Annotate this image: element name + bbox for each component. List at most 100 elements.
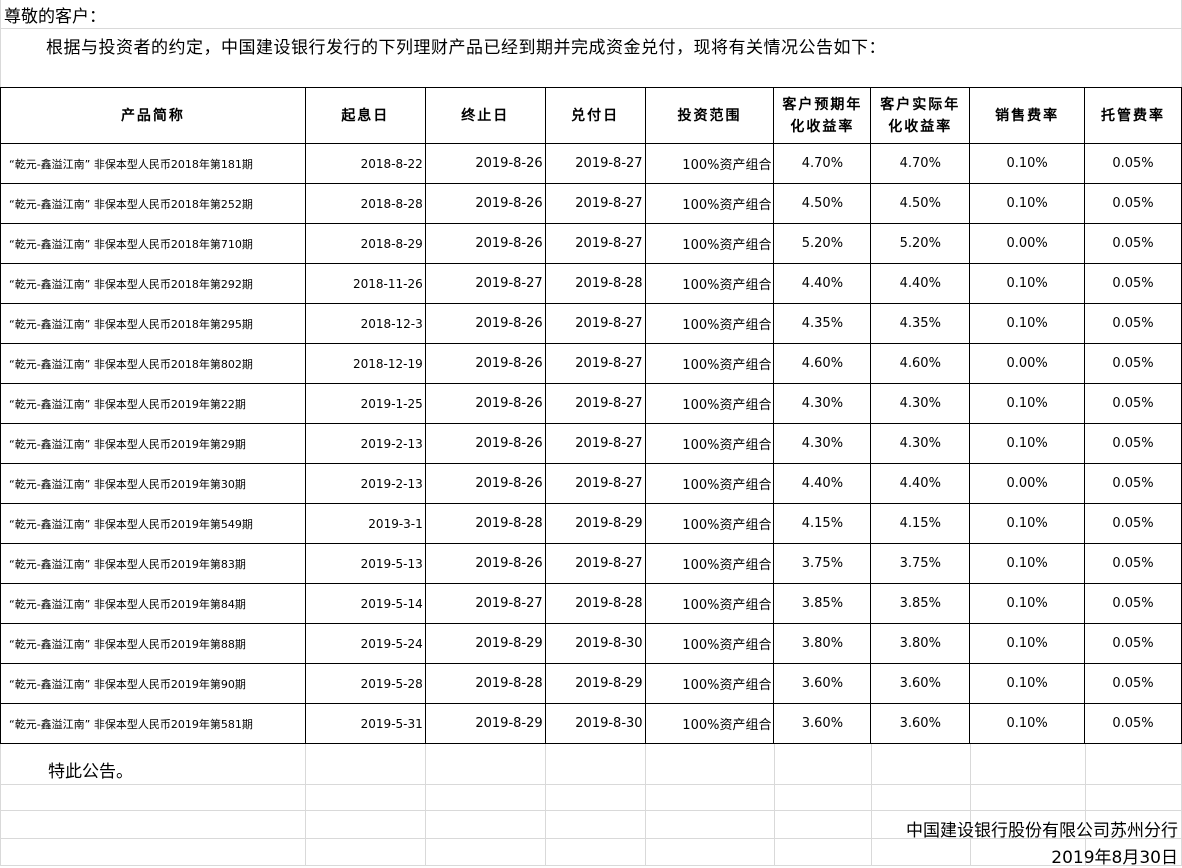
cell-expected-yield: 5.20% bbox=[773, 223, 872, 264]
cell-sales-fee: 0.10% bbox=[969, 663, 1086, 704]
cell-expected-yield: 3.80% bbox=[773, 623, 872, 664]
cell-sales-fee: 0.00% bbox=[969, 223, 1086, 264]
cell-sales-fee: 0.10% bbox=[969, 583, 1086, 624]
cell-payment-date: 2019-8-30 bbox=[544, 703, 646, 744]
header-actual-yield: 客户实际年化收益率 bbox=[870, 87, 971, 144]
cell-actual-yield: 3.60% bbox=[870, 703, 971, 744]
cell-custody-fee: 0.05% bbox=[1084, 263, 1182, 304]
cell-custody-fee: 0.05% bbox=[1084, 303, 1182, 344]
table-row: “乾元-鑫溢江南” 非保本型人民币2019年第90期 2019-5-28 2019-… bbox=[0, 663, 1182, 704]
cell-sales-fee: 0.10% bbox=[969, 183, 1086, 224]
cell-investment-scope: 100%资产组合 bbox=[644, 143, 775, 184]
cell-product-name: “乾元-鑫溢江南” 非保本型人民币2019年第84期 bbox=[0, 583, 306, 624]
cell-end-date: 2019-8-26 bbox=[424, 183, 546, 224]
cell-custody-fee: 0.05% bbox=[1084, 183, 1182, 224]
cell-product-name: “乾元-鑫溢江南” 非保本型人民币2018年第292期 bbox=[0, 263, 306, 304]
cell-investment-scope: 100%资产组合 bbox=[644, 383, 775, 424]
header-payment-date: 兑付日 bbox=[544, 87, 646, 144]
cell-sales-fee: 0.10% bbox=[969, 383, 1086, 424]
table-row: “乾元-鑫溢江南” 非保本型人民币2019年第88期 2019-5-24 2019-… bbox=[0, 623, 1182, 664]
cell-start-date: 2019-5-28 bbox=[304, 663, 426, 704]
cell-start-date: 2019-5-13 bbox=[304, 543, 426, 584]
cell-start-date: 2019-5-31 bbox=[304, 703, 426, 744]
table-row: “乾元-鑫溢江南” 非保本型人民币2019年第30期 2019-2-13 2019-… bbox=[0, 463, 1182, 504]
cell-payment-date: 2019-8-27 bbox=[544, 463, 646, 504]
announcement-date: 2019年8月30日 bbox=[1051, 848, 1178, 868]
cell-end-date: 2019-8-26 bbox=[424, 343, 546, 384]
cell-sales-fee: 0.00% bbox=[969, 343, 1086, 384]
cell-expected-yield: 4.35% bbox=[773, 303, 872, 344]
cell-expected-yield: 3.60% bbox=[773, 663, 872, 704]
cell-sales-fee: 0.10% bbox=[969, 263, 1086, 304]
header-sales-fee: 销售费率 bbox=[969, 87, 1086, 144]
cell-end-date: 2019-8-29 bbox=[424, 703, 546, 744]
cell-start-date: 2018-12-3 bbox=[304, 303, 426, 344]
cell-expected-yield: 4.50% bbox=[773, 183, 872, 224]
cell-end-date: 2019-8-26 bbox=[424, 463, 546, 504]
cell-start-date: 2018-8-29 bbox=[304, 223, 426, 264]
cell-end-date: 2019-8-26 bbox=[424, 383, 546, 424]
cell-custody-fee: 0.05% bbox=[1084, 383, 1182, 424]
cell-expected-yield: 4.15% bbox=[773, 503, 872, 544]
cell-product-name: “乾元-鑫溢江南” 非保本型人民币2019年第30期 bbox=[0, 463, 306, 504]
cell-investment-scope: 100%资产组合 bbox=[644, 423, 775, 464]
cell-sales-fee: 0.10% bbox=[969, 623, 1086, 664]
table-row: “乾元-鑫溢江南” 非保本型人民币2018年第252期 2018-8-28 2019… bbox=[0, 183, 1182, 224]
cell-expected-yield: 4.70% bbox=[773, 143, 872, 184]
cell-expected-yield: 3.60% bbox=[773, 703, 872, 744]
table-row: “乾元-鑫溢江南” 非保本型人民币2019年第581期 2019-5-31 2019… bbox=[0, 703, 1182, 744]
cell-end-date: 2019-8-26 bbox=[424, 143, 546, 184]
cell-actual-yield: 4.30% bbox=[870, 383, 971, 424]
cell-start-date: 2019-5-24 bbox=[304, 623, 426, 664]
cell-payment-date: 2019-8-28 bbox=[544, 583, 646, 624]
cell-product-name: “乾元-鑫溢江南” 非保本型人民币2019年第83期 bbox=[0, 543, 306, 584]
cell-actual-yield: 4.30% bbox=[870, 423, 971, 464]
cell-payment-date: 2019-8-28 bbox=[544, 263, 646, 304]
cell-investment-scope: 100%资产组合 bbox=[644, 503, 775, 544]
cell-expected-yield: 3.75% bbox=[773, 543, 872, 584]
cell-start-date: 2019-2-13 bbox=[304, 423, 426, 464]
table-row: “乾元-鑫溢江南” 非保本型人民币2018年第710期 2018-8-29 2019… bbox=[0, 223, 1182, 264]
cell-expected-yield: 4.40% bbox=[773, 463, 872, 504]
cell-product-name: “乾元-鑫溢江南” 非保本型人民币2019年第29期 bbox=[0, 423, 306, 464]
cell-investment-scope: 100%资产组合 bbox=[644, 623, 775, 664]
cell-actual-yield: 4.15% bbox=[870, 503, 971, 544]
bank-name: 中国建设银行股份有限公司苏州分行 bbox=[906, 821, 1178, 841]
table-row: “乾元-鑫溢江南” 非保本型人民币2018年第802期 2018-12-19 201… bbox=[0, 343, 1182, 384]
cell-expected-yield: 4.30% bbox=[773, 383, 872, 424]
cell-product-name: “乾元-鑫溢江南” 非保本型人民币2019年第88期 bbox=[0, 623, 306, 664]
cell-start-date: 2018-12-19 bbox=[304, 343, 426, 384]
cell-investment-scope: 100%资产组合 bbox=[644, 343, 775, 384]
cell-expected-yield: 4.30% bbox=[773, 423, 872, 464]
cell-custody-fee: 0.05% bbox=[1084, 423, 1182, 464]
cell-payment-date: 2019-8-27 bbox=[544, 383, 646, 424]
cell-start-date: 2019-1-25 bbox=[304, 383, 426, 424]
cell-product-name: “乾元-鑫溢江南” 非保本型人民币2018年第252期 bbox=[0, 183, 306, 224]
table-row: “乾元-鑫溢江南” 非保本型人民币2019年第549期 2019-3-1 2019-… bbox=[0, 503, 1182, 544]
products-table: 产品简称 起息日 终止日 兑付日 投资范围 客户预期年化收益率 客户实际年化收益率 销售费率托… bbox=[0, 87, 1182, 744]
cell-end-date: 2019-8-27 bbox=[424, 263, 546, 304]
cell-actual-yield: 4.70% bbox=[870, 143, 971, 184]
cell-investment-scope: 100%资产组合 bbox=[644, 303, 775, 344]
cell-start-date: 2019-2-13 bbox=[304, 463, 426, 504]
cell-investment-scope: 100%资产组合 bbox=[644, 543, 775, 584]
cell-custody-fee: 0.05% bbox=[1084, 583, 1182, 624]
table-row: “乾元-鑫溢江南” 非保本型人民币2019年第83期 2019-5-13 2019-… bbox=[0, 543, 1182, 584]
cell-product-name: “乾元-鑫溢江南” 非保本型人民币2018年第295期 bbox=[0, 303, 306, 344]
table-row: “乾元-鑫溢江南” 非保本型人民币2018年第292期 2018-11-26 201… bbox=[0, 263, 1182, 304]
header-custody-fee: 托管费率 bbox=[1084, 87, 1182, 144]
cell-actual-yield: 5.20% bbox=[870, 223, 971, 264]
cell-custody-fee: 0.05% bbox=[1084, 703, 1182, 744]
cell-sales-fee: 0.10% bbox=[969, 703, 1086, 744]
cell-actual-yield: 4.40% bbox=[870, 463, 971, 504]
cell-end-date: 2019-8-26 bbox=[424, 543, 546, 584]
cell-expected-yield: 4.60% bbox=[773, 343, 872, 384]
cell-custody-fee: 0.05% bbox=[1084, 463, 1182, 504]
header-product-name: 产品简称 bbox=[0, 87, 306, 144]
cell-custody-fee: 0.05% bbox=[1084, 503, 1182, 544]
cell-payment-date: 2019-8-27 bbox=[544, 303, 646, 344]
header-investment-scope: 投资范围 bbox=[644, 87, 775, 144]
cell-custody-fee: 0.05% bbox=[1084, 663, 1182, 704]
table-row: “乾元-鑫溢江南” 非保本型人民币2018年第295期 2018-12-3 2019… bbox=[0, 303, 1182, 344]
cell-product-name: “乾元-鑫溢江南” 非保本型人民币2018年第710期 bbox=[0, 223, 306, 264]
